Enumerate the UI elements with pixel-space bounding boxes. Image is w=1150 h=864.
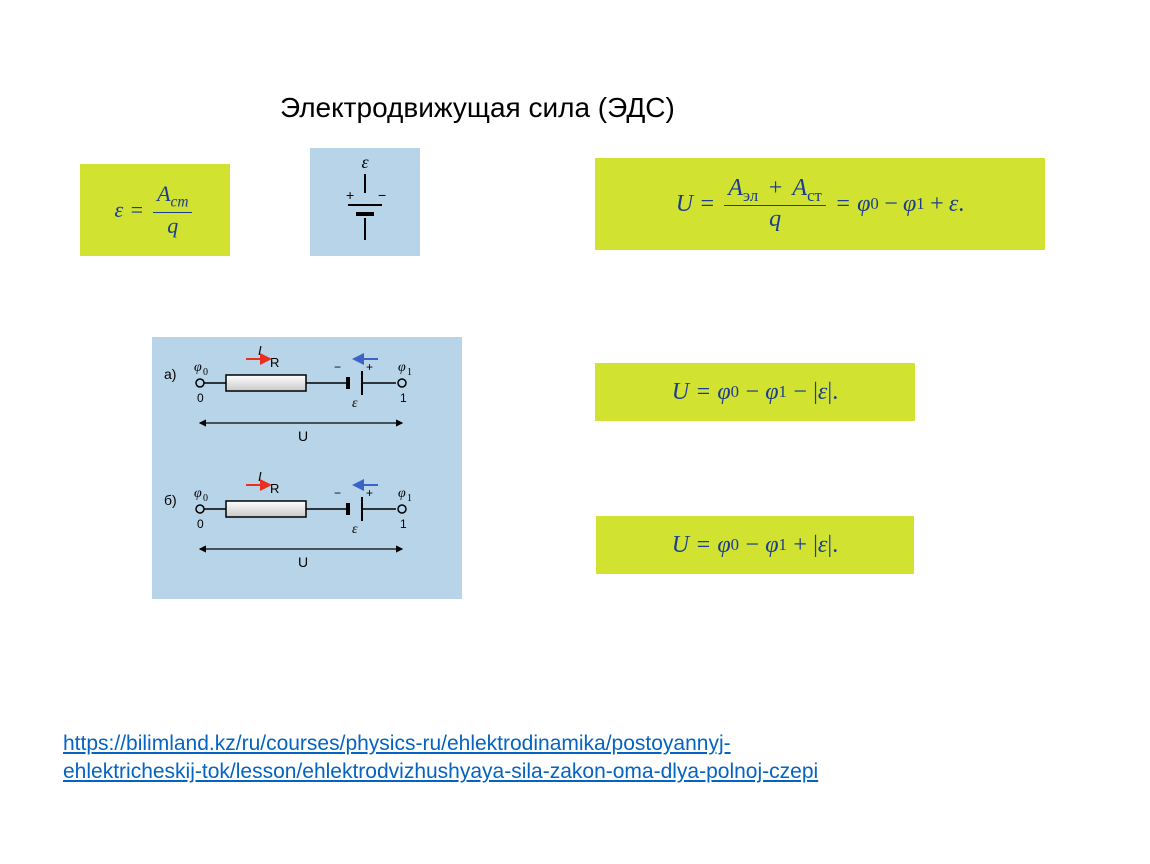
svg-text:0: 0	[203, 367, 208, 378]
source-link[interactable]: https://bilimland.kz/ru/courses/physics-…	[63, 730, 818, 787]
svg-text:+: +	[366, 360, 373, 374]
svg-text:φ: φ	[194, 360, 202, 375]
f2-plus: +	[767, 175, 783, 201]
f2-phi0s: 0	[870, 194, 878, 214]
emf-eps-label: ε	[361, 152, 369, 172]
f4-minus: −	[744, 532, 760, 559]
f2-n2v: A	[792, 175, 807, 201]
formula-voltage-case-a: U = φ0 − φ1 − |ε|.	[595, 363, 915, 421]
svg-text:0: 0	[197, 391, 204, 405]
emf-symbol-svg: ε + −	[310, 148, 420, 256]
f4-phi1: φ	[765, 532, 778, 559]
circuit-a-label: а)	[164, 366, 176, 382]
svg-text:U: U	[298, 554, 308, 570]
f1-fraction: Aст q	[153, 181, 192, 238]
svg-text:1: 1	[400, 391, 407, 405]
f3-eps: ε	[818, 379, 827, 406]
f4-dot: .	[832, 532, 838, 559]
circuit-diagrams-panel: а) φ 0 0 R I − + ε φ 1 1 U б)	[152, 337, 462, 599]
f1-eq: =	[129, 197, 144, 223]
f3-lhs: U	[672, 379, 689, 406]
circuit-b-label: б)	[164, 492, 177, 508]
f4-eq: =	[695, 532, 711, 559]
f3-phi0s: 0	[731, 382, 739, 402]
f4-phi0: φ	[717, 532, 730, 559]
svg-text:U: U	[298, 428, 308, 444]
svg-text:+: +	[366, 486, 373, 500]
svg-text:φ: φ	[194, 486, 202, 501]
svg-text:φ: φ	[398, 360, 406, 375]
f2-dot: .	[958, 191, 964, 218]
f3-minus1: −	[744, 379, 760, 406]
svg-text:−: −	[334, 360, 341, 374]
f1-num-var: A	[157, 181, 170, 206]
svg-text:φ: φ	[398, 486, 406, 501]
f3-minus2: −	[792, 379, 808, 406]
f4-phi0s: 0	[731, 535, 739, 555]
link-line2: ehlektricheskij-tok/lesson/ehlektrodvizh…	[63, 760, 818, 783]
f2-n1v: A	[728, 175, 743, 201]
f2-plus2: +	[929, 191, 945, 218]
f1-lhs: ε	[115, 197, 124, 223]
f2-lhs: U	[676, 191, 693, 218]
f2-phi1s: 1	[916, 194, 924, 214]
svg-text:−: −	[334, 486, 341, 500]
f3-phi0: φ	[717, 379, 730, 406]
svg-text:ε: ε	[352, 396, 358, 411]
page-title: Электродвижущая сила (ЭДС)	[280, 92, 675, 124]
svg-text:1: 1	[407, 367, 412, 378]
formula-voltage-full: U = Aэл + Aст q = φ0 − φ1 + ε.	[595, 158, 1045, 250]
svg-text:R: R	[270, 355, 279, 370]
svg-text:I: I	[258, 469, 262, 484]
emf-minus: −	[378, 187, 386, 203]
svg-text:1: 1	[400, 517, 407, 531]
f3-eq: =	[695, 379, 711, 406]
f2-fraction: Aэл + Aст q	[724, 175, 826, 234]
f3-phi1: φ	[765, 379, 778, 406]
f4-lhs: U	[672, 532, 689, 559]
svg-text:I: I	[258, 343, 262, 358]
f2-denom: q	[765, 206, 785, 233]
f1-num-sub: ст	[171, 194, 189, 211]
f2-eq2: =	[835, 191, 851, 218]
svg-text:ε: ε	[352, 522, 358, 537]
f2-minus: −	[883, 191, 899, 218]
f2-eps: ε	[949, 191, 958, 218]
emf-plus: +	[346, 187, 354, 203]
f3-phi1s: 1	[779, 382, 787, 402]
formula-emf-definition: ε = Aст q	[80, 164, 230, 256]
svg-text:R: R	[270, 481, 279, 496]
emf-battery-symbol: ε + −	[310, 148, 420, 256]
f2-n2s: ст	[807, 185, 822, 204]
f2-n1s: эл	[743, 185, 758, 204]
f4-plus: +	[792, 532, 808, 559]
link-line1: https://bilimland.kz/ru/courses/physics-…	[63, 732, 731, 755]
f4-phi1s: 1	[779, 535, 787, 555]
f3-dot: .	[832, 379, 838, 406]
f2-phi0: φ	[857, 191, 870, 218]
svg-text:0: 0	[203, 493, 208, 504]
f1-denom: q	[163, 213, 182, 239]
f2-phi1: φ	[903, 191, 916, 218]
svg-text:1: 1	[407, 493, 412, 504]
formula-voltage-case-b: U = φ0 − φ1 + |ε|.	[596, 516, 914, 574]
f4-eps: ε	[818, 532, 827, 559]
circuit-svg: а) φ 0 0 R I − + ε φ 1 1 U б)	[152, 337, 462, 599]
svg-text:0: 0	[197, 517, 204, 531]
f2-eq1: =	[699, 191, 715, 218]
